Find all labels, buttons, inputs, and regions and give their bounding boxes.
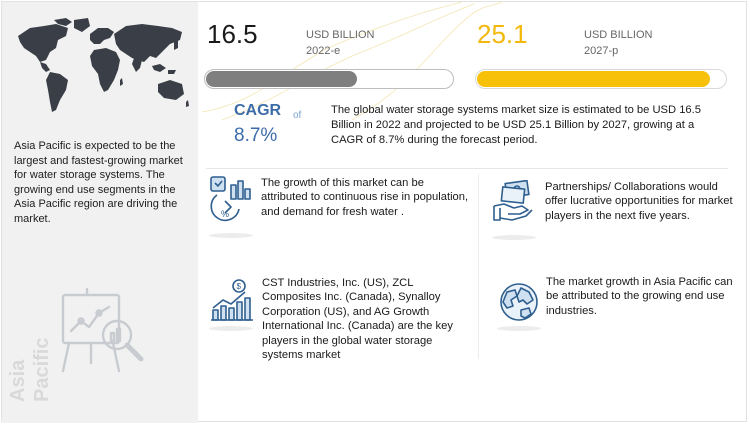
market-summary: The global water storage systems market … xyxy=(331,104,701,147)
market-value-2027: 25.1 xyxy=(477,19,528,49)
icon-shadow xyxy=(209,326,253,331)
region-panel: Asia Pacific is expected to be the large… xyxy=(2,2,198,423)
svg-text:$: $ xyxy=(237,282,242,291)
svg-text:%: % xyxy=(221,209,229,219)
world-map-icon xyxy=(18,18,189,112)
cagr-label: CAGR xyxy=(234,102,282,119)
growth-analytics-icon: % xyxy=(210,176,251,222)
growth-driver-text: The growth of this market can be attribu… xyxy=(261,177,469,218)
cagr-value: 8.7% xyxy=(234,125,278,146)
icon-shadow xyxy=(497,326,541,331)
vertical-label-line2: Pacific xyxy=(31,337,53,402)
asia-pacific-growth-text: The market growth in Asia Pacific can be… xyxy=(546,276,733,317)
key-players-text: CST Industries, Inc. (US), ZCL Composite… xyxy=(262,277,453,362)
icon-shadow xyxy=(209,233,253,238)
column-divider xyxy=(478,174,479,359)
unit-label-2027: USD BILLION xyxy=(584,29,653,41)
year-label-2027: 2027-p xyxy=(584,45,619,57)
progress-fill-2022 xyxy=(206,71,358,87)
vertical-label-line1: Asia xyxy=(7,359,29,402)
section-divider xyxy=(206,168,728,169)
market-players-chart-icon: $ xyxy=(211,279,253,321)
decorative-curves xyxy=(202,2,503,121)
region-description: Asia Pacific is expected to be the large… xyxy=(14,140,183,225)
icon-shadow xyxy=(492,235,536,240)
progress-bar-2022 xyxy=(204,69,454,89)
partnership-money-icon xyxy=(493,180,533,221)
progress-bar-2027 xyxy=(475,69,727,89)
partnership-text: Partnerships/ Collaborations would offer… xyxy=(545,181,733,222)
presentation-board-icon xyxy=(61,287,144,373)
year-label-2022: 2022-e xyxy=(306,45,341,57)
market-value-2022: 16.5 xyxy=(207,19,258,49)
globe-icon xyxy=(500,283,538,321)
unit-label-2022: USD BILLION xyxy=(306,29,375,41)
progress-fill-2027 xyxy=(477,71,710,87)
cagr-of-text: of xyxy=(293,110,302,121)
region-vertical-label: Asia Pacific xyxy=(6,337,54,402)
